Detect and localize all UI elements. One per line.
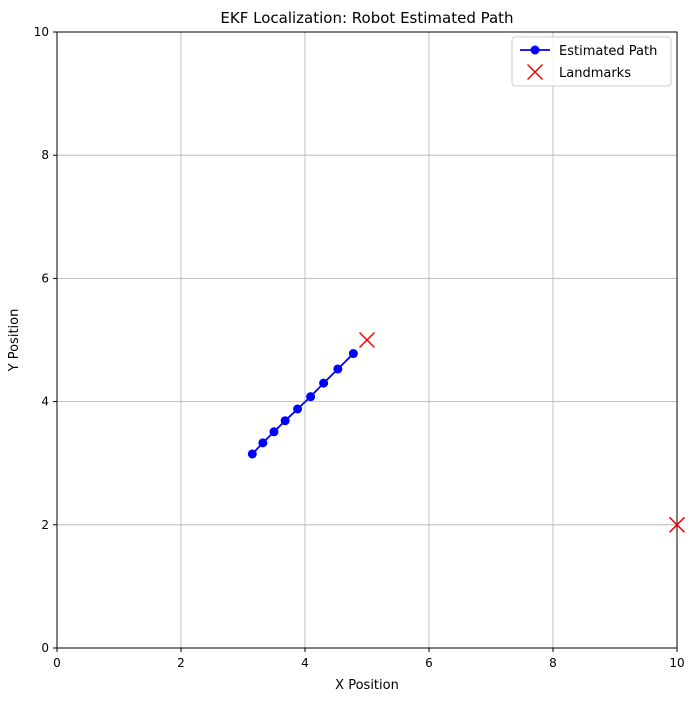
y-axis-label: Y Position [7, 309, 22, 373]
legend-label: Estimated Path [559, 44, 657, 59]
y-tick-label: 0 [41, 641, 49, 655]
estimated-path-point [258, 438, 268, 448]
legend: Estimated Path Landmarks [511, 36, 672, 87]
legend-box [511, 36, 672, 87]
y-tick-label: 6 [41, 271, 49, 285]
x-tick-label: 0 [53, 656, 61, 670]
legend-handle-marker [526, 63, 544, 81]
estimated-path-point [319, 378, 329, 388]
landmark-marker [668, 516, 686, 533]
y-tick-label: 2 [41, 518, 49, 532]
landmark-stroke [526, 63, 544, 81]
y-tick-label: 8 [41, 148, 49, 162]
x-tick-label: 4 [301, 656, 309, 670]
landmark-marker [358, 331, 376, 349]
y-tick-label: 4 [41, 395, 49, 409]
x-tick-label: 8 [549, 656, 557, 670]
estimated-path-point [269, 427, 279, 437]
landmark-stroke [668, 516, 686, 533]
estimated-path-point [306, 392, 316, 402]
x-tick-label: 10 [669, 656, 684, 670]
x-tick-label: 6 [425, 656, 433, 670]
plot-frame [56, 31, 678, 649]
estimated-path-point [280, 416, 290, 426]
chart-title: EKF Localization: Robot Estimated Path [220, 9, 513, 27]
estimated-path-point [348, 349, 358, 359]
y-tick-label: 10 [34, 25, 49, 39]
estimated-path-point [293, 404, 303, 414]
x-tick-label: 2 [177, 656, 185, 670]
estimated-path-point [333, 364, 343, 374]
x-axis-label: X Position [335, 678, 399, 693]
landmark-stroke [358, 331, 376, 349]
estimated-path-point [247, 449, 257, 459]
tick-layer: 0 2 4 6 8 10 0 2 4 6 8 10 [34, 25, 685, 670]
series-layer [247, 331, 686, 533]
legend-handle-marker [530, 45, 540, 55]
legend-label: Landmarks [559, 66, 631, 81]
